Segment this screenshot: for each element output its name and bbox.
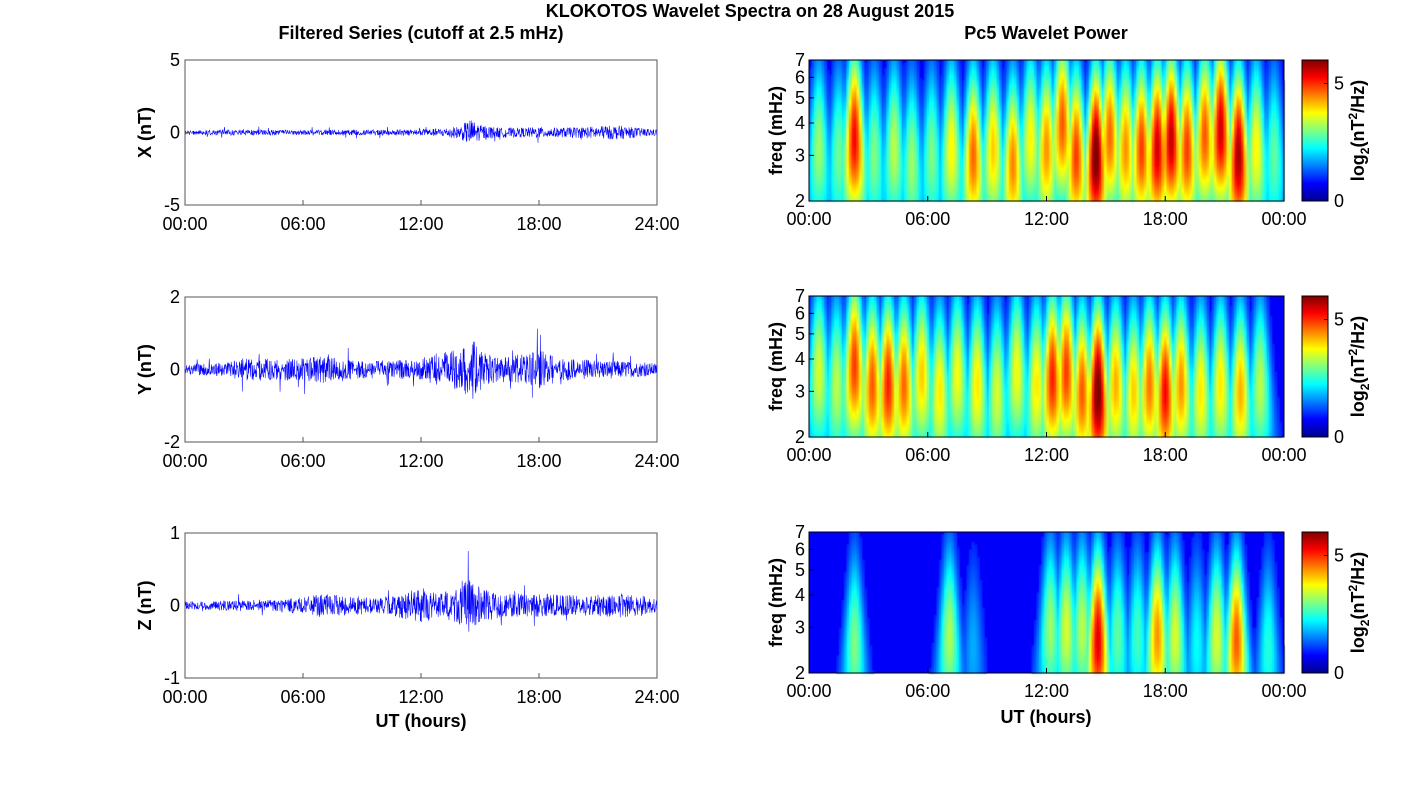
z-wavelet-xtick-label: 00:00 <box>786 681 831 701</box>
x-wavelet-xtick-label: 00:00 <box>786 209 831 229</box>
right-column-title: Pc5 Wavelet Power <box>964 23 1127 43</box>
z-wavelet-ylabel: freq (mHz) <box>766 558 786 647</box>
z-wavelet-ytick-label: 7 <box>795 522 805 542</box>
x-series-ytick-label: 5 <box>170 50 180 70</box>
x-series-ytick-label: -5 <box>164 195 180 215</box>
x-wavelet-colorbar-label: log2(nT2/Hz) <box>1346 80 1372 181</box>
y-wavelet-xtick-label: 00:00 <box>786 445 831 465</box>
x-wavelet-colorbar-tick-label: 0 <box>1334 191 1344 211</box>
z-series-ylabel: Z (nT) <box>135 581 155 631</box>
z-wavelet-ytick-label: 6 <box>795 539 805 559</box>
y-wavelet-power-map <box>809 296 1282 438</box>
z-wavelet-ytick-label: 5 <box>795 560 805 580</box>
y-wavelet-xtick-label: 18:00 <box>1143 445 1188 465</box>
y-series-ytick-label: 2 <box>170 287 180 307</box>
x-wavelet-ytick-label: 7 <box>795 50 805 70</box>
x-series-ytick-label: 0 <box>170 123 180 143</box>
right-xlabel: UT (hours) <box>1001 707 1092 727</box>
y-series-xtick-label: 18:00 <box>516 451 561 471</box>
y-wavelet-ylabel: freq (mHz) <box>766 322 786 411</box>
z-series-xtick-label: 12:00 <box>398 687 443 707</box>
z-wavelet-xtick-label: 18:00 <box>1143 681 1188 701</box>
y-wavelet-ytick-label: 2 <box>795 427 805 447</box>
y-wavelet-ytick-label: 5 <box>795 324 805 344</box>
y-wavelet-colorbar-tick-label: 5 <box>1334 310 1344 330</box>
x-wavelet-colorbar <box>1302 60 1328 201</box>
y-wavelet-xtick-label: 00:00 <box>1261 445 1306 465</box>
x-series-xtick-label: 18:00 <box>516 214 561 234</box>
x-series-xtick-label: 12:00 <box>398 214 443 234</box>
z-wavelet-xtick-label: 06:00 <box>905 681 950 701</box>
x-wavelet-xtick-label: 12:00 <box>1024 209 1069 229</box>
y-wavelet-colorbar <box>1302 296 1328 437</box>
x-wavelet-power-map <box>809 60 1285 202</box>
x-wavelet-xtick-label: 00:00 <box>1261 209 1306 229</box>
x-wavelet-ytick-label: 5 <box>795 88 805 108</box>
y-series-panel: 2 0 -200:00 06:00 12:00 18:00 24:00 Y (nT) <box>135 287 680 471</box>
y-wavelet-colorbar-label: log2(nT2/Hz) <box>1346 316 1372 417</box>
z-wavelet-ytick-label: 3 <box>795 617 805 637</box>
left-xlabel: UT (hours) <box>376 711 467 731</box>
z-wavelet-xtick-label: 00:00 <box>1261 681 1306 701</box>
y-wavelet-ytick-label: 6 <box>795 303 805 323</box>
y-wavelet-ytick-label: 7 <box>795 286 805 306</box>
z-wavelet-xtick-label: 12:00 <box>1024 681 1069 701</box>
z-wavelet-colorbar-label: log2(nT2/Hz) <box>1346 552 1372 653</box>
z-wavelet-colorbar-tick-label: 5 <box>1334 546 1344 566</box>
x-wavelet-colorbar-tick-label: 5 <box>1334 74 1344 94</box>
z-wavelet-ytick-label: 4 <box>795 585 805 605</box>
z-series-ytick-label: -1 <box>164 668 180 688</box>
x-series-ylabel: X (nT) <box>135 107 155 158</box>
z-series-xtick-label: 06:00 <box>280 687 325 707</box>
y-wavelet-xtick-label: 12:00 <box>1024 445 1069 465</box>
figure-title: KLOKOTOS Wavelet Spectra on 28 August 20… <box>546 1 954 21</box>
y-series-xtick-label: 06:00 <box>280 451 325 471</box>
x-series-xtick-label: 24:00 <box>634 214 679 234</box>
z-wavelet-colorbar <box>1302 532 1328 673</box>
y-wavelet-ytick-label: 3 <box>795 381 805 401</box>
y-series-xtick-label: 12:00 <box>398 451 443 471</box>
z-wavelet-colorbar-tick-label: 0 <box>1334 663 1344 683</box>
left-column-title: Filtered Series (cutoff at 2.5 mHz) <box>278 23 563 43</box>
y-wavelet-ytick-label: 4 <box>795 349 805 369</box>
z-series-xtick-label: 00:00 <box>162 687 207 707</box>
x-wavelet-ylabel: freq (mHz) <box>766 86 786 175</box>
z-series-ytick-label: 1 <box>170 523 180 543</box>
x-series-xtick-label: 00:00 <box>162 214 207 234</box>
x-wavelet-ytick-label: 6 <box>795 67 805 87</box>
y-series-ylabel: Y (nT) <box>135 344 155 395</box>
z-series-xtick-label: 24:00 <box>634 687 679 707</box>
x-series-panel: 5 0 -500:00 06:00 12:00 18:00 24:00 X (nT) <box>135 50 680 234</box>
y-series-xtick-label: 00:00 <box>162 451 207 471</box>
y-series-ytick-label: 0 <box>170 360 180 380</box>
x-wavelet-xtick-label: 18:00 <box>1143 209 1188 229</box>
z-wavelet-ytick-label: 2 <box>795 663 805 683</box>
y-wavelet-xtick-label: 06:00 <box>905 445 950 465</box>
x-wavelet-xtick-label: 06:00 <box>905 209 950 229</box>
y-series-xtick-label: 24:00 <box>634 451 679 471</box>
x-wavelet-ytick-label: 4 <box>795 113 805 133</box>
y-wavelet-colorbar-tick-label: 0 <box>1334 427 1344 447</box>
z-series-panel: 1 0 -100:00 06:00 12:00 18:00 24:00 Z (nT) <box>135 523 680 707</box>
x-wavelet-ytick-label: 2 <box>795 191 805 211</box>
x-series-xtick-label: 06:00 <box>280 214 325 234</box>
z-series-xtick-label: 18:00 <box>516 687 561 707</box>
y-series-ytick-label: -2 <box>164 432 180 452</box>
x-wavelet-ytick-label: 3 <box>795 145 805 165</box>
z-series-ytick-label: 0 <box>170 596 180 616</box>
